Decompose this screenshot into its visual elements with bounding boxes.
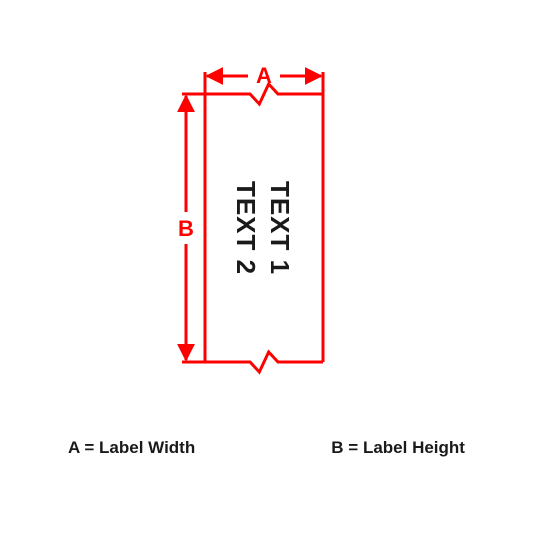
dimension-a-letter: A (256, 63, 272, 88)
legend-a: A = Label Width (68, 438, 195, 458)
sample-text-line-1: TEXT 1 (265, 181, 295, 275)
sample-text-line-2: TEXT 2 (231, 181, 261, 275)
legend-row: A = Label Width B = Label Height (0, 438, 533, 458)
dimension-b-letter: B (178, 216, 194, 241)
legend-b: B = Label Height (331, 438, 465, 458)
